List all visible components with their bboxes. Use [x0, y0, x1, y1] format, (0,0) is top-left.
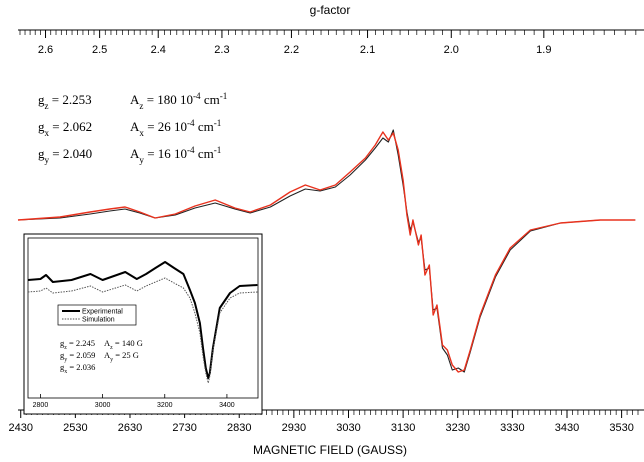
annotation-part: z: [45, 101, 49, 111]
x-tick-label: 3030: [336, 422, 360, 434]
top-tick-label: 1.9: [536, 44, 551, 56]
x-tick-label: 2730: [172, 422, 196, 434]
annotation-part: A: [104, 338, 111, 348]
annotation: gz = 2.245: [60, 338, 95, 351]
annotation-part: A: [104, 350, 111, 360]
annotation-part: x: [45, 128, 50, 138]
data-line: [27, 277, 258, 384]
annotation-part: z: [110, 345, 113, 351]
inset-x-tick-label: 3000: [95, 402, 111, 409]
annotation-part: x: [139, 128, 144, 138]
annotation: Ay = 16 10-4 cm-1: [130, 145, 221, 165]
x-tick-label: 2430: [8, 422, 32, 434]
annotation-part: y: [110, 357, 113, 363]
annotation-part: x: [64, 369, 67, 375]
top-tick-label: 2.1: [360, 44, 375, 56]
annotation-part: = 2.062: [49, 119, 92, 134]
inset-x-tick-label: 2800: [33, 402, 49, 409]
annotation: Ax = 26 10-4 cm-1: [130, 118, 221, 138]
annotation-part: A: [130, 92, 140, 107]
annotation-part: g: [60, 362, 65, 372]
top-axis-title: g-factor: [310, 3, 351, 17]
inset: 2800 3000 3200 3400ExperimentalSimulationgz…: [23, 233, 263, 415]
annotation-part: = 16 10: [144, 146, 187, 161]
annotation-part: -4: [187, 118, 195, 128]
top-tick-label: 2.0: [444, 44, 459, 56]
annotation-part: g: [60, 338, 65, 348]
annotation: Az = 180 10-4 cm-1: [130, 91, 227, 111]
annotation-part: = 2.059: [67, 350, 95, 360]
annotation-part: = 140 G: [113, 338, 143, 348]
annotation-part: g: [38, 119, 45, 134]
annotation-part: -4: [193, 91, 201, 101]
annotation-part: = 25 G: [113, 350, 139, 360]
x-tick-label: 2630: [118, 422, 142, 434]
annotation-part: z: [139, 101, 143, 111]
annotation-part: cm: [195, 146, 214, 161]
annotation-part: = 2.040: [49, 146, 92, 161]
x-tick-label: 2830: [227, 422, 251, 434]
annotation-part: g: [60, 350, 65, 360]
legend-label: Simulation: [82, 317, 115, 324]
inset-x-tick-label: 3400: [219, 402, 235, 409]
annotation: Ay = 25 G: [104, 350, 139, 363]
data-line: [17, 131, 636, 373]
annotation: gy = 2.059: [60, 350, 95, 363]
annotation-part: = 2.253: [49, 92, 92, 107]
x-tick-label: 2530: [63, 422, 87, 434]
x-axis-title: MAGNETIC FIELD (GAUSS): [253, 443, 407, 457]
annotation-part: z: [64, 345, 67, 351]
annotation: gx = 2.062: [38, 119, 92, 138]
legend-label: Experimental: [82, 309, 123, 316]
annotation-part: -1: [220, 91, 228, 101]
inset-x-tick-label: 3200: [157, 402, 173, 409]
annotation-part: y: [64, 357, 67, 363]
inset-plot: [27, 237, 259, 399]
annotation-part: = 2.036: [67, 362, 95, 372]
annotation: gx = 2.036: [60, 362, 95, 375]
annotation-part: A: [130, 119, 140, 134]
annotation: gz = 2.253: [38, 92, 92, 111]
annotation-part: y: [45, 155, 50, 165]
x-tick-label: 3130: [391, 422, 415, 434]
x-tick-label: 3430: [555, 422, 579, 434]
annotation-part: A: [130, 146, 140, 161]
annotation-part: g: [38, 146, 45, 161]
x-tick-label: 3530: [609, 422, 633, 434]
annotation: Az = 140 G: [104, 338, 143, 351]
annotation-part: = 26 10: [144, 119, 187, 134]
annotation: gy = 2.040: [38, 146, 92, 165]
top-tick-label: 2.4: [151, 44, 166, 56]
annotation-part: -1: [214, 118, 222, 128]
annotation-part: y: [139, 155, 144, 165]
x-tick-label: 3230: [445, 422, 469, 434]
annotation-part: g: [38, 92, 45, 107]
top-tick-label: 2.2: [284, 44, 299, 56]
annotation-part: -1: [214, 145, 222, 155]
top-tick-label: 2.5: [92, 44, 107, 56]
top-tick-label: 2.3: [214, 44, 229, 56]
x-tick-label: 3330: [500, 422, 524, 434]
annotation-part: = 180 10: [143, 92, 193, 107]
annotation-part: = 2.245: [67, 338, 95, 348]
annotation-part: -4: [187, 145, 195, 155]
x-tick-label: 2930: [282, 422, 306, 434]
annotation-part: cm: [201, 92, 220, 107]
top-tick-label: 2.6: [38, 44, 53, 56]
annotation-part: cm: [195, 119, 214, 134]
